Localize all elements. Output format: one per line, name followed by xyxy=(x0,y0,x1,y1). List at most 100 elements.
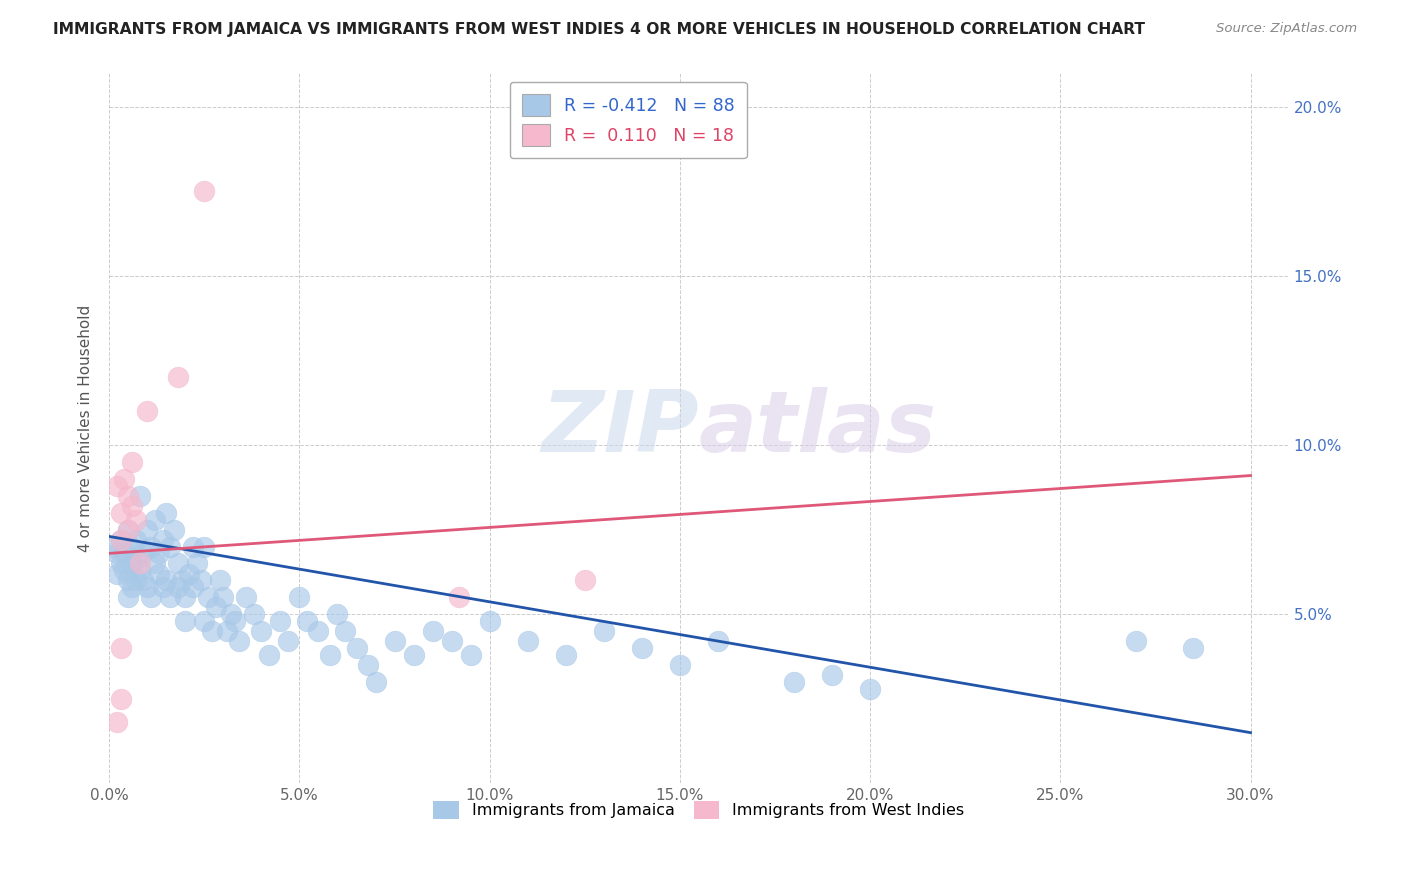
Point xyxy=(148,546,170,560)
Point xyxy=(707,634,730,648)
Point xyxy=(554,648,576,662)
Point xyxy=(181,540,204,554)
Point xyxy=(110,557,132,571)
Point xyxy=(152,533,174,547)
Point xyxy=(159,591,181,605)
Point xyxy=(1125,634,1147,648)
Point xyxy=(402,648,425,662)
Point xyxy=(136,580,159,594)
Y-axis label: 4 or more Vehicles in Household: 4 or more Vehicles in Household xyxy=(79,304,93,552)
Text: atlas: atlas xyxy=(699,387,936,470)
Point xyxy=(295,614,318,628)
Point xyxy=(125,512,148,526)
Point xyxy=(319,648,342,662)
Legend: Immigrants from Jamaica, Immigrants from West Indies: Immigrants from Jamaica, Immigrants from… xyxy=(427,795,970,825)
Point xyxy=(269,614,291,628)
Point xyxy=(197,591,219,605)
Point xyxy=(288,591,311,605)
Point xyxy=(243,607,266,622)
Point xyxy=(193,185,215,199)
Point xyxy=(204,600,226,615)
Point xyxy=(422,624,444,639)
Point xyxy=(136,404,159,418)
Point xyxy=(257,648,280,662)
Point xyxy=(821,668,844,682)
Point xyxy=(166,370,188,384)
Point xyxy=(132,574,155,588)
Point xyxy=(859,681,882,696)
Point xyxy=(592,624,614,639)
Point xyxy=(114,472,136,486)
Point xyxy=(179,566,201,581)
Point xyxy=(250,624,273,639)
Point xyxy=(155,506,177,520)
Point xyxy=(174,591,197,605)
Point xyxy=(114,546,136,560)
Point xyxy=(364,674,387,689)
Point xyxy=(478,614,501,628)
Point xyxy=(159,540,181,554)
Point xyxy=(326,607,349,622)
Point xyxy=(277,634,299,648)
Point xyxy=(139,591,162,605)
Point xyxy=(212,591,235,605)
Point xyxy=(121,499,143,513)
Point xyxy=(208,574,231,588)
Point xyxy=(308,624,330,639)
Point xyxy=(101,540,124,554)
Point xyxy=(114,563,136,577)
Point xyxy=(193,614,215,628)
Point xyxy=(121,580,143,594)
Point xyxy=(190,574,212,588)
Point xyxy=(460,648,482,662)
Point xyxy=(117,574,139,588)
Point xyxy=(128,557,150,571)
Point xyxy=(669,658,692,673)
Point xyxy=(1182,641,1205,656)
Point xyxy=(224,614,246,628)
Point xyxy=(228,634,250,648)
Text: Source: ZipAtlas.com: Source: ZipAtlas.com xyxy=(1216,22,1357,36)
Point xyxy=(166,557,188,571)
Point xyxy=(105,715,128,730)
Point xyxy=(121,557,143,571)
Point xyxy=(105,546,128,560)
Point xyxy=(574,574,596,588)
Point xyxy=(174,614,197,628)
Point xyxy=(333,624,356,639)
Point xyxy=(125,553,148,567)
Point xyxy=(235,591,257,605)
Point xyxy=(139,540,162,554)
Text: IMMIGRANTS FROM JAMAICA VS IMMIGRANTS FROM WEST INDIES 4 OR MORE VEHICLES IN HOU: IMMIGRANTS FROM JAMAICA VS IMMIGRANTS FR… xyxy=(53,22,1146,37)
Point xyxy=(128,489,150,503)
Point xyxy=(357,658,380,673)
Point xyxy=(201,624,224,639)
Point xyxy=(121,455,143,469)
Point xyxy=(128,563,150,577)
Point xyxy=(181,580,204,594)
Point xyxy=(384,634,406,648)
Point xyxy=(783,674,806,689)
Point xyxy=(193,540,215,554)
Point xyxy=(630,641,652,656)
Point xyxy=(217,624,239,639)
Point xyxy=(125,574,148,588)
Point xyxy=(170,574,193,588)
Point xyxy=(125,533,148,547)
Point xyxy=(346,641,368,656)
Point xyxy=(110,533,132,547)
Point xyxy=(110,691,132,706)
Point xyxy=(117,591,139,605)
Point xyxy=(110,641,132,656)
Point xyxy=(117,523,139,537)
Point xyxy=(166,580,188,594)
Point xyxy=(117,523,139,537)
Text: ZIP: ZIP xyxy=(541,387,699,470)
Point xyxy=(186,557,208,571)
Point xyxy=(163,523,186,537)
Point xyxy=(148,566,170,581)
Point xyxy=(143,557,166,571)
Point xyxy=(516,634,538,648)
Point xyxy=(136,523,159,537)
Point xyxy=(110,506,132,520)
